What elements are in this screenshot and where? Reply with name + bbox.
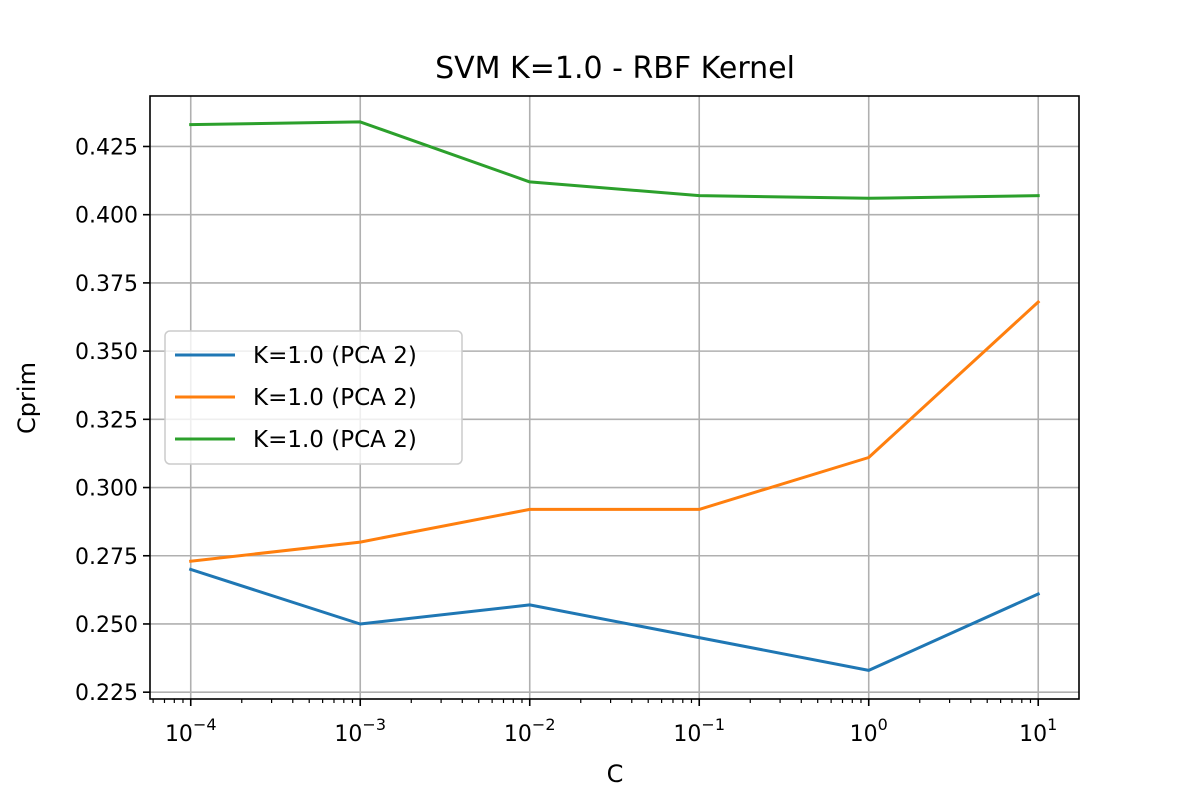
x-tick-base: 10 [673,722,701,747]
legend-label-1: K=1.0 (PCA 2) [253,343,417,369]
legend-label-2: K=1.0 (PCA 2) [253,385,417,411]
x-tick-label: 10−2 [504,715,556,747]
legend-label-3: K=1.0 (PCA 2) [253,427,417,453]
x-tick-exponent: 1 [1047,715,1057,734]
x-tick-base: 10 [850,722,878,747]
y-tick-label: 0.400 [75,204,138,229]
x-tick-base: 10 [334,722,362,747]
legend-box [164,330,463,465]
x-tick-label: 100 [850,715,888,747]
x-tick-label: 101 [1019,715,1057,747]
y-tick-label: 0.425 [75,135,138,160]
series-layer [188,120,1041,672]
y-tick-label: 0.225 [75,681,138,706]
x-tick-label: 10−3 [334,715,386,747]
ticks: 0.225 0.250 0.275 0.300 0.325 0.350 0.375 0.400… [75,135,1057,747]
plot-frame [149,95,1080,700]
x-tick-base: 10 [1019,722,1047,747]
x-tick-exponent: −3 [362,715,386,734]
x-tick-base: 10 [165,722,193,747]
series-line-1 [188,567,1041,672]
y-tick-label: 0.300 [75,477,138,502]
y-tick-label: 0.250 [75,613,138,638]
series-line-3 [189,120,1040,200]
y-tick-label: 0.375 [75,272,138,297]
x-tick-label: 10−4 [165,715,217,747]
x-tick-exponent: −4 [193,715,217,734]
y-axis-label: Cprim [13,362,41,434]
x-tick-label: 10−1 [673,715,725,747]
x-tick-exponent: 0 [878,715,888,734]
y-tick-label: 0.350 [75,340,138,365]
series-line-2 [189,299,1041,563]
x-axis-label: C [607,760,624,788]
x-tick-exponent: −2 [532,715,556,734]
y-tick-label: 0.325 [75,408,138,433]
chart-title: SVM K=1.0 - RBF Kernel [435,51,795,86]
x-tick-exponent: −1 [701,715,725,734]
y-tick-label: 0.275 [75,545,138,570]
legend: K=1.0 (PCA 2) K=1.0 (PCA 2) K=1.0 (PCA 2) [164,330,463,465]
x-tick-base: 10 [504,722,532,747]
